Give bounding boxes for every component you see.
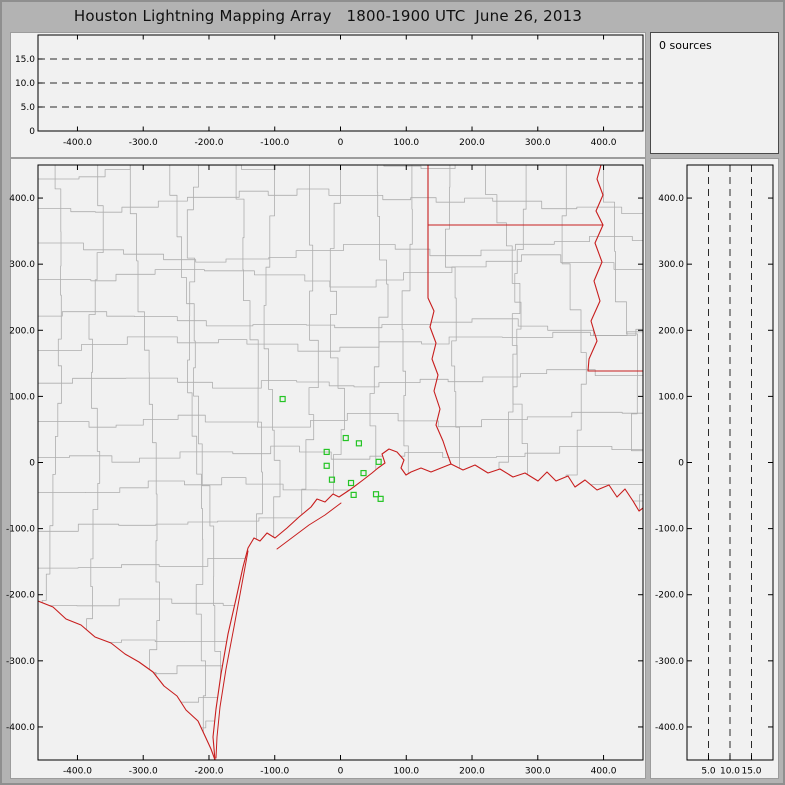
county-line bbox=[38, 445, 643, 463]
lma-station-marker bbox=[375, 458, 382, 465]
x-axis-tick-label: 200.0 bbox=[459, 138, 485, 148]
state-border-line bbox=[587, 224, 604, 372]
altitude-ns-plot[interactable]: 400.0 300.0 200.0 100.0 0 -100.0 -200.0 -300.0 -… bbox=[651, 159, 780, 780]
x-axis-tick-label: 100.0 bbox=[393, 767, 419, 777]
x-axis-tick-label: -300.0 bbox=[129, 138, 158, 148]
coastline bbox=[450, 463, 643, 512]
y-axis-tick-label: 0 bbox=[678, 459, 684, 469]
x-axis-tick-label: 400.0 bbox=[591, 138, 617, 148]
plan-view-map-plot[interactable]: -400.0 -300.0 -200.0 -100.0 0 100.0 200.0 300.0… bbox=[6, 159, 647, 780]
rio-grande-border bbox=[38, 600, 216, 760]
plan-view-map-panel: -400.0 -300.0 -200.0 -100.0 0 100.0 200.0 300.0… bbox=[6, 158, 647, 780]
county-line bbox=[129, 165, 160, 760]
lma-station-marker bbox=[342, 434, 349, 442]
y-axis-tick-label: 300.0 bbox=[658, 260, 684, 270]
x-axis-tick-label: -200.0 bbox=[194, 767, 223, 777]
y-axis-tick-label: -200.0 bbox=[655, 591, 684, 601]
y-axis-tick-label: 100.0 bbox=[658, 392, 684, 402]
x-axis-tick-label: 0 bbox=[338, 138, 344, 148]
lma-station-marker bbox=[328, 476, 336, 483]
x-axis-tick-label: 300.0 bbox=[525, 767, 551, 777]
x-axis-tick-label: -300.0 bbox=[129, 767, 158, 777]
y-axis-tick-label: 200.0 bbox=[9, 326, 35, 336]
lma-station-marker bbox=[350, 491, 357, 498]
y-axis-tick-label: -400.0 bbox=[655, 723, 684, 733]
y-axis-tick-label: -400.0 bbox=[6, 723, 35, 733]
altitude-ew-plot[interactable]: 15.0 10.0 5.0 0 -400.0 -300.0 -200.0 -100.0 0 100… bbox=[11, 33, 647, 159]
x-axis-tick-label: 0 bbox=[338, 767, 344, 777]
county-line bbox=[38, 369, 643, 389]
state-borders bbox=[38, 165, 643, 760]
barrier-island bbox=[276, 502, 342, 550]
x-axis-tick-label: 5.0 bbox=[701, 767, 716, 777]
x-axis-tick-label: -400.0 bbox=[63, 767, 92, 777]
y-axis-tick-label: 5.0 bbox=[21, 103, 36, 113]
county-line bbox=[169, 165, 223, 760]
y-axis-tick-label: -300.0 bbox=[6, 657, 35, 667]
altitude-ew-panel: 15.0 10.0 5.0 0 -400.0 -300.0 -200.0 -100.0 0 100… bbox=[10, 32, 646, 158]
county-line bbox=[38, 236, 643, 263]
county-line bbox=[38, 311, 643, 336]
x-axis-tick-label: -200.0 bbox=[194, 138, 223, 148]
state-border-line bbox=[595, 165, 604, 226]
x-axis-tick-label: 200.0 bbox=[459, 767, 485, 777]
y-axis-tick-label: 100.0 bbox=[9, 392, 35, 402]
altitude-ns-panel: 400.0 300.0 200.0 100.0 0 -100.0 -200.0 -300.0 -… bbox=[650, 158, 779, 779]
x-axis-tick-label: -100.0 bbox=[260, 767, 289, 777]
county-line bbox=[38, 188, 643, 214]
y-axis-tick-label: 400.0 bbox=[658, 194, 684, 204]
lma-stations bbox=[279, 395, 384, 502]
lma-station-marker bbox=[323, 462, 330, 469]
x-axis-tick-label: 100.0 bbox=[393, 138, 419, 148]
x-axis-tick-label: 10.0 bbox=[720, 767, 740, 777]
x-axis-tick-label: 300.0 bbox=[525, 138, 551, 148]
lma-station-marker bbox=[360, 469, 367, 477]
county-line bbox=[38, 411, 643, 428]
y-axis-tick-label: -100.0 bbox=[6, 525, 35, 535]
coastline bbox=[212, 448, 452, 760]
y-axis-tick-label: -300.0 bbox=[655, 657, 684, 667]
sources-count-label: 0 sources bbox=[659, 39, 712, 52]
y-axis-tick-label: 15.0 bbox=[15, 55, 35, 65]
lma-station-marker bbox=[323, 448, 330, 456]
lma-station-marker bbox=[377, 495, 384, 502]
y-axis-tick-label: -100.0 bbox=[655, 525, 684, 535]
state-border-line bbox=[427, 165, 452, 465]
x-axis-tick-label: -400.0 bbox=[63, 138, 92, 148]
y-axis-tick-label: 300.0 bbox=[9, 260, 35, 270]
map-layers bbox=[38, 165, 643, 760]
lma-station-marker bbox=[347, 479, 355, 487]
y-axis-tick-label: 200.0 bbox=[658, 326, 684, 336]
sources-count-panel: 0 sources bbox=[650, 32, 779, 154]
county-line bbox=[38, 331, 643, 352]
y-axis-tick-label: 0 bbox=[29, 459, 35, 469]
y-axis-tick-label: -200.0 bbox=[6, 591, 35, 601]
county-line bbox=[186, 165, 206, 760]
mexico-area bbox=[38, 601, 215, 760]
y-axis-tick-label: 400.0 bbox=[9, 194, 35, 204]
window-title: Houston Lightning Mapping Array 1800-190… bbox=[73, 7, 583, 25]
lma-station-marker bbox=[279, 395, 286, 403]
lma-station-marker bbox=[372, 491, 380, 498]
county-line bbox=[603, 165, 643, 540]
county-line bbox=[38, 254, 643, 288]
lma-station-marker bbox=[355, 440, 363, 447]
y-axis-tick-label: 0 bbox=[29, 127, 35, 137]
barrier-island bbox=[215, 550, 249, 759]
x-axis-tick-label: -100.0 bbox=[260, 138, 289, 148]
gulf-water bbox=[213, 449, 643, 760]
y-axis-tick-label: 10.0 bbox=[15, 79, 35, 89]
x-axis-tick-label: 400.0 bbox=[591, 767, 617, 777]
x-axis-tick-label: 15.0 bbox=[741, 767, 761, 777]
